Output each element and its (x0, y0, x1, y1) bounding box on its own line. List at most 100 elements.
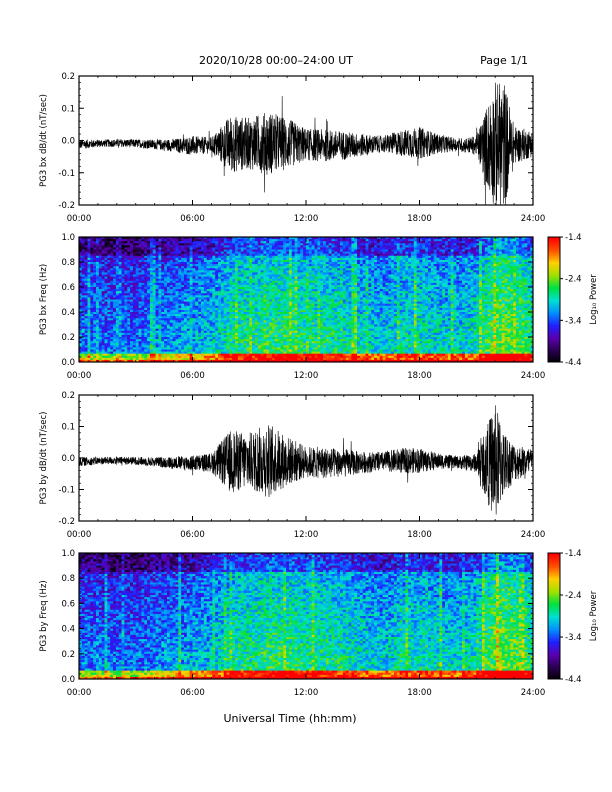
heatmap-cell (127, 293, 131, 296)
heatmap-cell (175, 337, 179, 340)
heatmap-cell (243, 247, 247, 250)
heatmap-cell (226, 247, 230, 250)
heatmap-cell (220, 289, 225, 292)
heatmap-cell (266, 262, 270, 265)
heatmap-cell (201, 314, 205, 317)
heatmap-cell (232, 284, 236, 288)
heatmap-cell (220, 276, 225, 280)
heatmap-cell (166, 295, 171, 298)
heatmap-cell (218, 249, 222, 252)
heatmap-cell (93, 349, 97, 352)
heatmap-cell (223, 284, 227, 288)
heatmap-cell (237, 312, 242, 315)
heatmap-cell (235, 264, 239, 267)
heatmap-cell (127, 264, 131, 267)
heatmap-cell (155, 287, 159, 290)
heatmap-cell (269, 318, 273, 321)
heatmap-cell (149, 272, 154, 275)
heatmap-cell (172, 328, 176, 332)
heatmap-cell (115, 270, 120, 273)
heatmap-cell (84, 278, 88, 282)
heatmap-cell (79, 276, 83, 280)
heatmap-cell (189, 257, 193, 261)
heatmap-cell (166, 278, 171, 282)
heatmap-cell (246, 266, 250, 269)
heatmap-cell (277, 272, 281, 275)
heatmap-cell (223, 320, 227, 323)
heatmap-cell (178, 349, 182, 352)
heatmap-cell (107, 266, 111, 269)
heatmap-cell (107, 249, 111, 252)
heatmap-cell (260, 305, 264, 309)
heatmap-cell (124, 347, 128, 350)
heatmap-cell (269, 268, 273, 271)
heatmap-cell (144, 249, 148, 252)
heatmap-cell (254, 337, 259, 340)
heatmap-cell (149, 262, 154, 265)
heatmap-cell (252, 326, 256, 330)
heatmap-cell (98, 284, 103, 288)
heatmap-cell (104, 337, 108, 340)
heatmap-cell (206, 289, 210, 292)
heatmap-cell (118, 339, 122, 342)
heatmap-cell (209, 262, 213, 265)
heatmap-cell (252, 289, 256, 292)
heatmap-cell (81, 253, 86, 257)
heatmap-cell (141, 322, 145, 325)
heatmap-cell (254, 353, 259, 357)
heatmap-cell (149, 289, 154, 292)
heatmap-cell (124, 349, 128, 352)
heatmap-cell (235, 341, 239, 344)
heatmap-cell (263, 345, 267, 348)
heatmap-cell (243, 345, 247, 348)
heatmap-cell (195, 253, 199, 257)
heatmap-cell (118, 305, 122, 309)
heatmap-cell (79, 251, 83, 255)
heatmap-cell (201, 249, 205, 252)
heatmap-cell (90, 264, 94, 267)
heatmap-cell (138, 237, 142, 240)
heatmap-cell (127, 314, 131, 317)
heatmap-cell (90, 280, 94, 284)
heatmap-cell (240, 295, 244, 298)
heatmap-cell (271, 289, 276, 292)
heatmap-cell (107, 276, 111, 280)
heatmap-cell (98, 320, 103, 323)
heatmap-cell (107, 334, 111, 338)
heatmap-cell (201, 251, 205, 255)
heatmap-cell (130, 295, 134, 298)
heatmap-cell (90, 239, 94, 242)
heatmap-cell (127, 282, 131, 286)
heatmap-cell (124, 312, 128, 315)
heatmap-cell (206, 332, 210, 336)
heatmap-cell (212, 245, 216, 248)
heatmap-cell (87, 282, 91, 286)
heatmap-cell (115, 320, 120, 323)
heatmap-cell (158, 343, 162, 346)
heatmap-cell (229, 247, 233, 250)
heatmap-cell (178, 303, 182, 307)
heatmap-cell (135, 299, 139, 302)
heatmap-cell (269, 239, 273, 242)
heatmap-cell (130, 266, 134, 269)
heatmap-cell (110, 309, 114, 313)
heatmap-cell (101, 282, 105, 286)
heatmap-cell (246, 247, 250, 250)
heatmap-cell (254, 289, 259, 292)
heatmap-cell (178, 305, 182, 309)
heatmap-cell (84, 264, 88, 267)
heatmap-cell (206, 334, 210, 338)
heatmap-cell (110, 303, 114, 307)
heatmap-cell (246, 334, 250, 338)
heatmap-cell (93, 324, 97, 327)
heatmap-cell (87, 253, 91, 257)
heatmap-cell (260, 280, 264, 284)
heatmap-cell (124, 353, 128, 357)
heatmap-cell (172, 251, 176, 255)
heatmap-cell (260, 259, 264, 263)
heatmap-cell (138, 322, 142, 325)
heatmap-cell (181, 262, 185, 265)
heatmap-cell (124, 262, 128, 265)
heatmap-cell (183, 353, 188, 357)
heatmap-cell (90, 357, 94, 361)
